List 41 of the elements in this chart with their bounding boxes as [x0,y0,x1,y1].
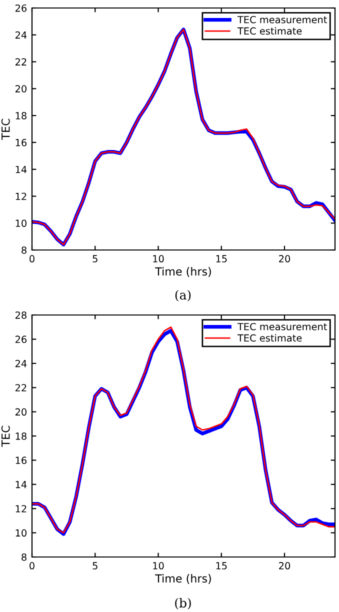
y-tick-label: 18 [16,432,26,440]
x-axis-title: Time (hrs) [155,267,211,277]
x-tick-label: 20 [279,562,290,570]
y-tick-label: 10 [16,220,26,227]
y-tick-label: 22 [15,384,26,392]
y-tick-label: 28 [15,311,26,319]
x-tick-label: 20 [279,255,290,262]
x-tick-label: 10 [153,562,164,570]
x-tick-label: 5 [92,562,98,570]
y-axis-title: TEC [1,426,10,447]
x-tick-label: 15 [216,255,227,262]
x-axis-title: Time (hrs) [155,574,211,584]
y-tick-label: 12 [16,192,26,200]
y-tick-label: 18 [16,112,26,120]
y-tick-label: 24 [15,31,27,39]
y-tick-label: 26 [15,336,27,344]
x-tick-label: 5 [92,255,98,262]
x-tick-label: 15 [216,562,227,570]
legend-label: TEC measurement [237,322,327,330]
legend-label: TEC estimate [237,334,302,342]
text: (a) [175,290,191,302]
y-tick-label: 16 [16,138,27,146]
x-tick-label: 0 [30,255,34,262]
x-tick-label: 10 [153,255,164,262]
y-tick-label: 20 [15,408,26,416]
y-tick-label: 22 [15,58,26,66]
y-tick-label: 24 [15,360,27,368]
x-tick-label: 0 [30,562,34,570]
y-tick-label: 10 [16,529,26,537]
y-tick-label: 12 [16,505,26,512]
y-axis-title: TEC [1,118,10,140]
y-tick-label: 14 [16,481,27,488]
y-tick-label: 14 [16,166,27,174]
legend-label: TEC measurement [237,16,327,24]
y-tick-label: 20 [15,85,26,92]
y-tick-label: 26 [15,4,27,12]
y-tick-label: 16 [16,456,27,464]
text: (b) [175,598,191,610]
y-tick-label: 8 [22,246,26,254]
legend-label: TEC estimate [237,27,302,35]
y-tick-label: 8 [22,553,26,561]
